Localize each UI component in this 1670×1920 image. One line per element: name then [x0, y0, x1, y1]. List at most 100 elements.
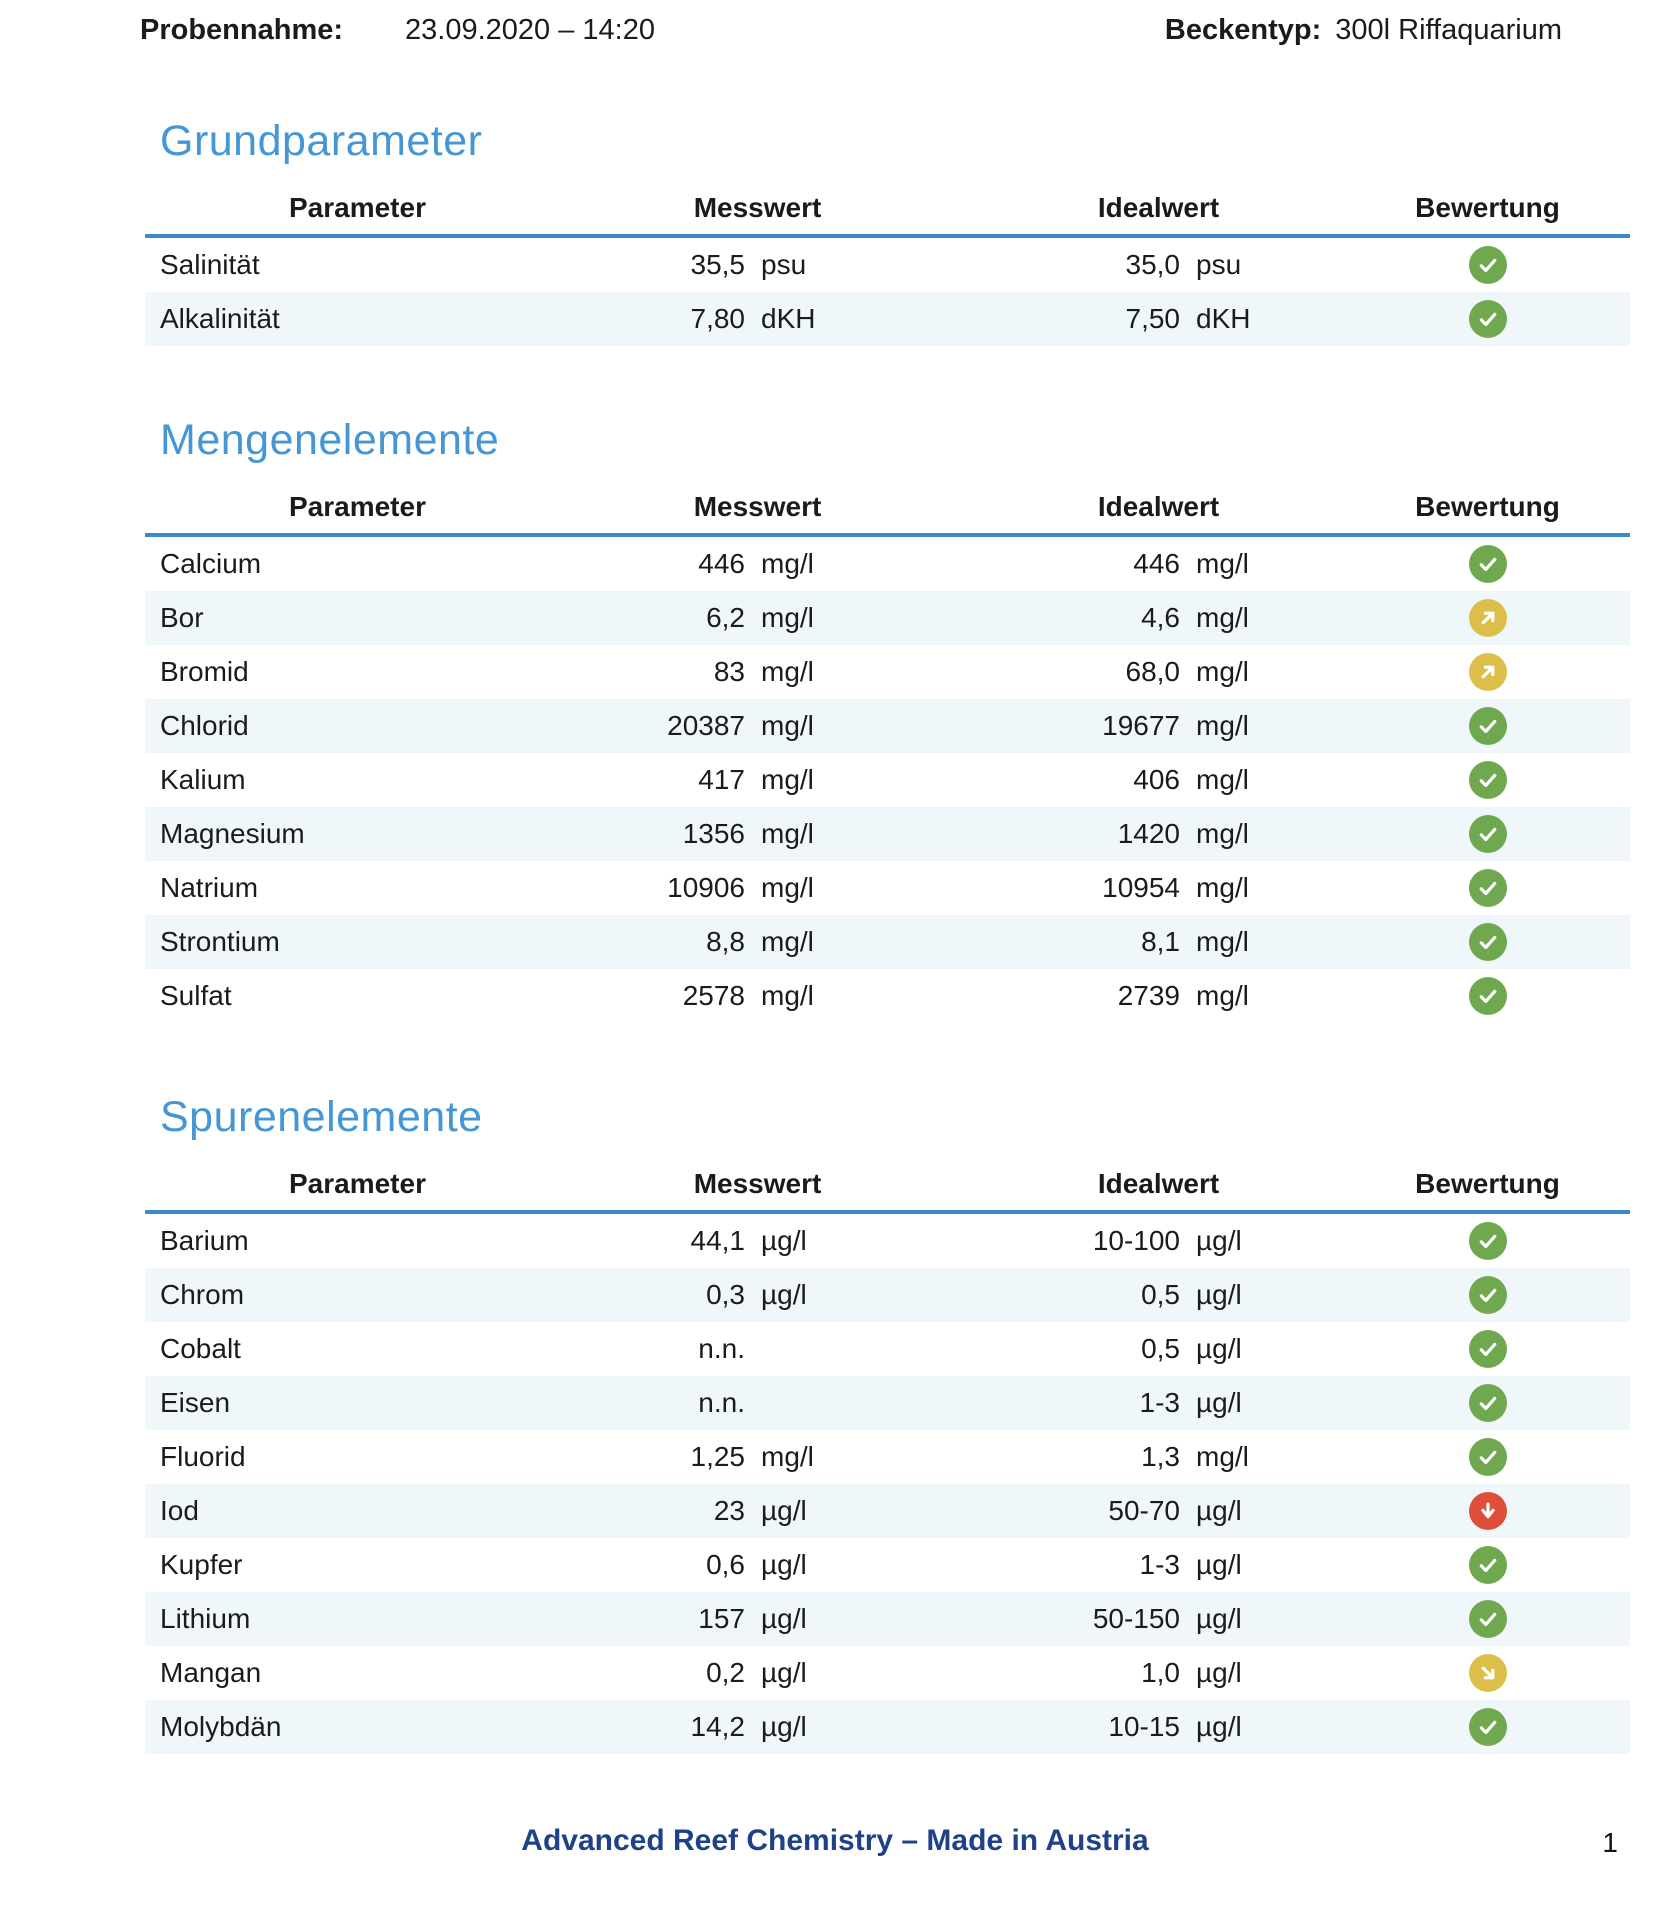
messwert-unit: psu: [761, 249, 807, 280]
idealwert-value: 1-3: [1139, 1549, 1180, 1580]
idealwert-value: 35,0: [1125, 249, 1181, 280]
bewertung-cell: [1390, 969, 1630, 1023]
bewertung-cell: [1390, 699, 1631, 753]
idealwert-value: 68,0: [1125, 656, 1181, 687]
messwert-unit: mg/l: [761, 764, 814, 795]
bewertung-cell: [1390, 1538, 1630, 1592]
parameter-name: Strontium: [145, 915, 500, 969]
column-header-parameter: Parameter: [145, 1168, 500, 1214]
bewertung-cell: [1390, 753, 1630, 807]
messwert-value: 35,5: [690, 249, 746, 280]
table-row: Sulfat 2578 mg/l 2739 mg/l: [145, 969, 1630, 1023]
idealwert-value: 446: [1133, 548, 1180, 579]
bewertung-cell: [1390, 1484, 1631, 1538]
parameter-name: Salinität: [160, 249, 260, 280]
column-header-bewertung: Bewertung: [1390, 192, 1631, 238]
mengenelemente-table: Parameter Messwert Idealwert Bewertung C…: [145, 491, 1631, 1023]
parameter-name: Iod: [145, 1484, 500, 1538]
table-row: Molybdän 14,2 µg/l 10-15 µg/l: [145, 1700, 1631, 1754]
idealwert-value: 10-15: [955, 1700, 1180, 1754]
table-header-row: Parameter Messwert Idealwert Bewertung: [145, 192, 1631, 238]
sample-datetime: 23.09.2020 – 14:20: [405, 14, 655, 46]
table-row: Strontium 8,8 mg/l 8,1 mg/l: [145, 915, 1631, 969]
messwert-value: 2578: [682, 980, 745, 1011]
messwert-value: 157: [500, 1592, 745, 1646]
table-row: Barium 44,1 µg/l 10-100 µg/l: [145, 1212, 1630, 1268]
idealwert-value: 1420: [955, 807, 1180, 861]
messwert-value: 1,25: [690, 1441, 746, 1472]
messwert-unit: mg/l: [745, 915, 955, 969]
idealwert-unit: dKH: [1180, 292, 1391, 346]
bewertung-cell: [1390, 1430, 1630, 1484]
messwert-value: n.n.: [500, 1376, 745, 1430]
table-row: Alkalinität 7,80 dKH 7,50 dKH: [145, 292, 1631, 346]
column-header-messwert: Messwert: [500, 491, 955, 537]
idealwert-value: 2739: [1117, 980, 1180, 1011]
messwert-unit: µg/l: [761, 1225, 807, 1256]
check-circle-icon: [1468, 869, 1507, 907]
idealwert-unit: mg/l: [1196, 872, 1249, 903]
idealwert-unit: mg/l: [1180, 807, 1391, 861]
bewertung-cell: [1390, 807, 1631, 861]
table-row: Calcium 446 mg/l 446 mg/l: [145, 535, 1630, 591]
idealwert-value: 1-3: [955, 1376, 1180, 1430]
idealwert-unit: mg/l: [1180, 699, 1391, 753]
parameter-name: Cobalt: [160, 1333, 241, 1364]
messwert-unit: µg/l: [761, 1657, 807, 1688]
check-circle-icon: [1468, 1708, 1507, 1746]
messwert-unit: µg/l: [761, 1549, 807, 1580]
arrow-down-icon: [1468, 1492, 1507, 1530]
grundparameter-table: Parameter Messwert Idealwert Bewertung S…: [145, 192, 1631, 346]
table-row: Chrom 0,3 µg/l 0,5 µg/l: [145, 1268, 1631, 1322]
messwert-unit: mg/l: [761, 548, 814, 579]
check-circle-icon: [1468, 545, 1507, 583]
idealwert-unit: mg/l: [1196, 548, 1249, 579]
messwert-value: 1356: [500, 807, 745, 861]
messwert-value: 0,6: [706, 1549, 745, 1580]
bewertung-cell: [1390, 1212, 1630, 1268]
messwert-unit: dKH: [745, 292, 955, 346]
parameter-name: Molybdän: [145, 1700, 500, 1754]
bewertung-cell: [1390, 1592, 1631, 1646]
arrow-up-right-icon: [1468, 599, 1507, 637]
check-circle-icon: [1468, 1546, 1507, 1584]
check-circle-icon: [1468, 246, 1507, 284]
idealwert-unit: mg/l: [1180, 591, 1391, 645]
sample-label: Probennahme:: [140, 14, 344, 46]
check-circle-icon: [1468, 300, 1507, 338]
bewertung-cell: [1390, 292, 1631, 346]
spurenelemente-table: Parameter Messwert Idealwert Bewertung B…: [145, 1168, 1631, 1754]
idealwert-unit: mg/l: [1196, 980, 1249, 1011]
parameter-name: Sulfat: [160, 980, 232, 1011]
parameter-name: Magnesium: [145, 807, 500, 861]
check-circle-icon: [1468, 1276, 1507, 1314]
idealwert-unit: µg/l: [1180, 1484, 1391, 1538]
idealwert-unit: mg/l: [1196, 1441, 1249, 1472]
table-row: Bromid 83 mg/l 68,0 mg/l: [145, 645, 1630, 699]
page-number: 1: [1602, 1827, 1618, 1858]
idealwert-unit: µg/l: [1180, 1700, 1391, 1754]
footer-brand-text: Advanced Reef Chemistry – Made in Austri…: [521, 1824, 1149, 1857]
check-circle-icon: [1468, 1384, 1507, 1422]
tank-type-label: Beckentyp:: [1164, 14, 1322, 46]
table-row: Kupfer 0,6 µg/l 1-3 µg/l: [145, 1538, 1630, 1592]
idealwert-value: 4,6: [955, 591, 1180, 645]
parameter-name: Kalium: [160, 764, 246, 795]
table-row: Chlorid 20387 mg/l 19677 mg/l: [145, 699, 1631, 753]
idealwert-unit: mg/l: [1196, 656, 1249, 687]
messwert-value: 0,3: [500, 1268, 745, 1322]
messwert-value: 23: [500, 1484, 745, 1538]
table-row: Bor 6,2 mg/l 4,6 mg/l: [145, 591, 1631, 645]
messwert-value: 44,1: [690, 1225, 746, 1256]
sample-info: Probennahme: 23.09.2020 – 14:20: [140, 14, 655, 47]
bewertung-cell: [1390, 535, 1630, 591]
messwert-value: 83: [713, 656, 745, 687]
messwert-value: 417: [698, 764, 745, 795]
parameter-name: Bromid: [160, 656, 249, 687]
idealwert-unit: µg/l: [1180, 1592, 1391, 1646]
parameter-name: Natrium: [160, 872, 259, 903]
bewertung-cell: [1390, 645, 1630, 699]
check-circle-icon: [1468, 761, 1507, 799]
bewertung-cell: [1390, 1322, 1630, 1376]
